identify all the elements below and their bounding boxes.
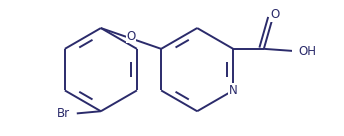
Text: Br: Br — [57, 107, 70, 120]
Text: O: O — [126, 30, 136, 43]
Text: OH: OH — [299, 44, 316, 58]
Text: O: O — [270, 8, 279, 21]
Text: N: N — [229, 84, 238, 97]
